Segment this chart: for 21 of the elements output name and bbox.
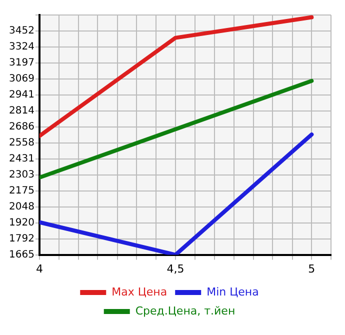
y-tick-label: 3452	[8, 26, 34, 37]
x-tick-label: 4,5	[166, 262, 184, 276]
y-tick-label: 1792	[8, 233, 34, 244]
y-tick-label: 3324	[8, 42, 34, 53]
y-tick-label: 2303	[8, 170, 34, 180]
x-tick-label: 4	[36, 262, 43, 276]
y-tick-label: 2175	[8, 186, 34, 197]
y-tick-label: 3069	[8, 74, 34, 85]
y-tick-label: 1920	[8, 217, 34, 228]
legend-label: Min Цена	[206, 285, 259, 298]
y-tick-label: 2431	[8, 153, 34, 164]
y-tick-label: 3197	[8, 58, 34, 69]
y-tick-label: 2941	[8, 90, 34, 101]
y-tick-label: 2686	[8, 122, 34, 133]
y-tick-label: 1665	[8, 249, 34, 260]
x-tick-label: 5	[308, 262, 316, 276]
y-tick-label: 2048	[8, 201, 34, 212]
legend-label: Сред.Цена, т.йен	[135, 304, 236, 318]
y-tick-label: 2558	[8, 138, 34, 149]
y-tick-label: 2814	[8, 106, 34, 117]
legend-label: Max Цена	[112, 285, 168, 298]
